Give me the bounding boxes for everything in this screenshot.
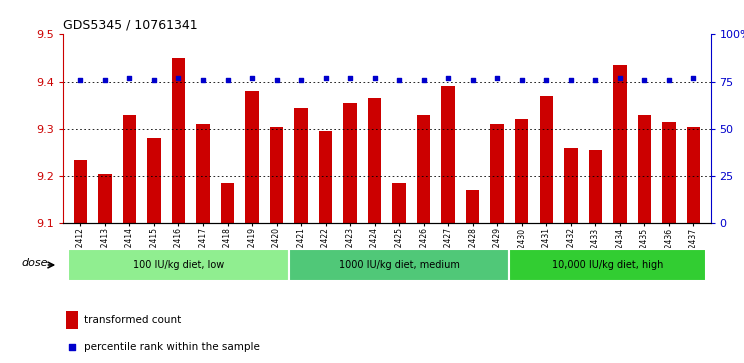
Bar bbox=[172, 58, 185, 223]
Point bbox=[197, 77, 209, 83]
Bar bbox=[638, 115, 651, 223]
Point bbox=[246, 75, 258, 81]
Bar bbox=[246, 91, 259, 223]
Bar bbox=[687, 126, 700, 223]
Bar bbox=[98, 174, 112, 223]
Point bbox=[540, 77, 552, 83]
Bar bbox=[147, 138, 161, 223]
Bar bbox=[74, 159, 87, 223]
Point bbox=[638, 77, 650, 83]
Bar bbox=[417, 115, 430, 223]
Bar bbox=[270, 126, 283, 223]
Text: percentile rank within the sample: percentile rank within the sample bbox=[84, 342, 260, 352]
Point bbox=[271, 77, 283, 83]
Text: 10,000 IU/kg diet, high: 10,000 IU/kg diet, high bbox=[552, 260, 663, 270]
Bar bbox=[589, 150, 602, 223]
Point bbox=[295, 77, 307, 83]
Bar bbox=[515, 119, 528, 223]
Point bbox=[589, 77, 601, 83]
Text: 1000 IU/kg diet, medium: 1000 IU/kg diet, medium bbox=[339, 260, 460, 270]
Point bbox=[74, 77, 86, 83]
Point bbox=[466, 77, 478, 83]
Point bbox=[393, 77, 405, 83]
Text: 100 IU/kg diet, low: 100 IU/kg diet, low bbox=[133, 260, 224, 270]
Bar bbox=[319, 131, 333, 223]
Bar bbox=[123, 115, 136, 223]
Point bbox=[614, 75, 626, 81]
Bar bbox=[221, 183, 234, 223]
Point bbox=[663, 77, 675, 83]
Bar bbox=[66, 311, 78, 329]
Text: dose: dose bbox=[22, 258, 48, 268]
Point bbox=[66, 344, 78, 350]
Point bbox=[417, 77, 429, 83]
Point bbox=[148, 77, 160, 83]
Point bbox=[369, 75, 381, 81]
Point bbox=[516, 77, 527, 83]
Bar bbox=[441, 86, 455, 223]
Point bbox=[491, 75, 503, 81]
Point bbox=[222, 77, 234, 83]
Point bbox=[124, 75, 135, 81]
Point bbox=[173, 75, 185, 81]
Bar bbox=[564, 148, 577, 223]
Bar bbox=[613, 65, 626, 223]
Bar bbox=[68, 249, 289, 281]
Bar bbox=[466, 190, 479, 223]
Bar bbox=[344, 103, 357, 223]
Bar bbox=[295, 107, 308, 223]
Bar bbox=[510, 249, 705, 281]
Text: transformed count: transformed count bbox=[84, 315, 182, 325]
Point bbox=[320, 75, 332, 81]
Bar bbox=[662, 122, 676, 223]
Bar bbox=[539, 96, 553, 223]
Text: GDS5345 / 10761341: GDS5345 / 10761341 bbox=[63, 19, 198, 32]
Point bbox=[687, 75, 699, 81]
Point bbox=[344, 75, 356, 81]
Bar bbox=[368, 98, 382, 223]
Point bbox=[565, 77, 577, 83]
Bar bbox=[490, 124, 504, 223]
Bar bbox=[289, 249, 510, 281]
Point bbox=[442, 75, 454, 81]
Bar bbox=[392, 183, 406, 223]
Bar bbox=[196, 124, 210, 223]
Point bbox=[99, 77, 111, 83]
